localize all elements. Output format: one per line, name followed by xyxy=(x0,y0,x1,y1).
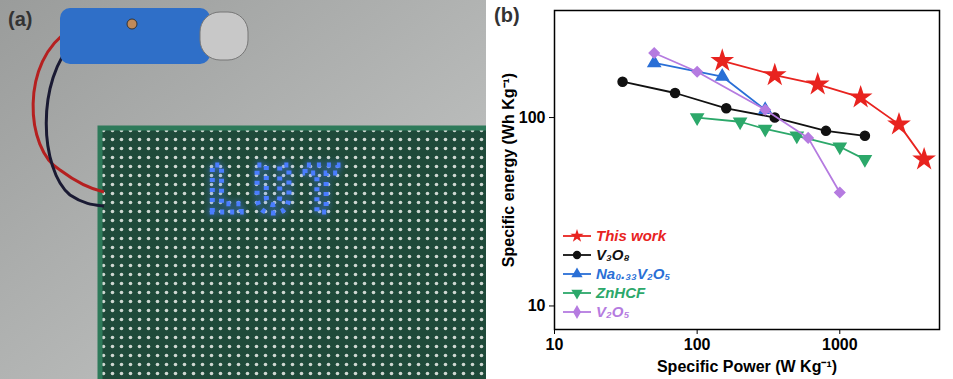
html-text:(b): (b) xyxy=(494,4,520,26)
svg-text:100: 100 xyxy=(519,109,546,126)
svg-text:10: 10 xyxy=(528,297,546,314)
svg-text:10: 10 xyxy=(546,336,564,353)
html-text:Na₀.₃₃V₂O₅: Na₀.₃₃V₂O₅ xyxy=(596,265,671,282)
svg-text:Specific Power (W Kg⁻¹): Specific Power (W Kg⁻¹) xyxy=(657,358,837,375)
svg-text:100: 100 xyxy=(684,336,711,353)
svg-text:LUT: LUT xyxy=(205,153,351,227)
svg-text:Specific energy (Wh Kg⁻¹): Specific energy (Wh Kg⁻¹) xyxy=(500,73,517,267)
html-text:This work: This work xyxy=(596,227,666,244)
html-text:ZnHCF: ZnHCF xyxy=(596,284,646,301)
svg-text:(a): (a) xyxy=(8,8,32,30)
svg-text:1000: 1000 xyxy=(822,336,858,353)
html-text:V₃O₈: V₃O₈ xyxy=(596,246,630,263)
html-text:V₂O₅: V₂O₅ xyxy=(596,303,630,320)
